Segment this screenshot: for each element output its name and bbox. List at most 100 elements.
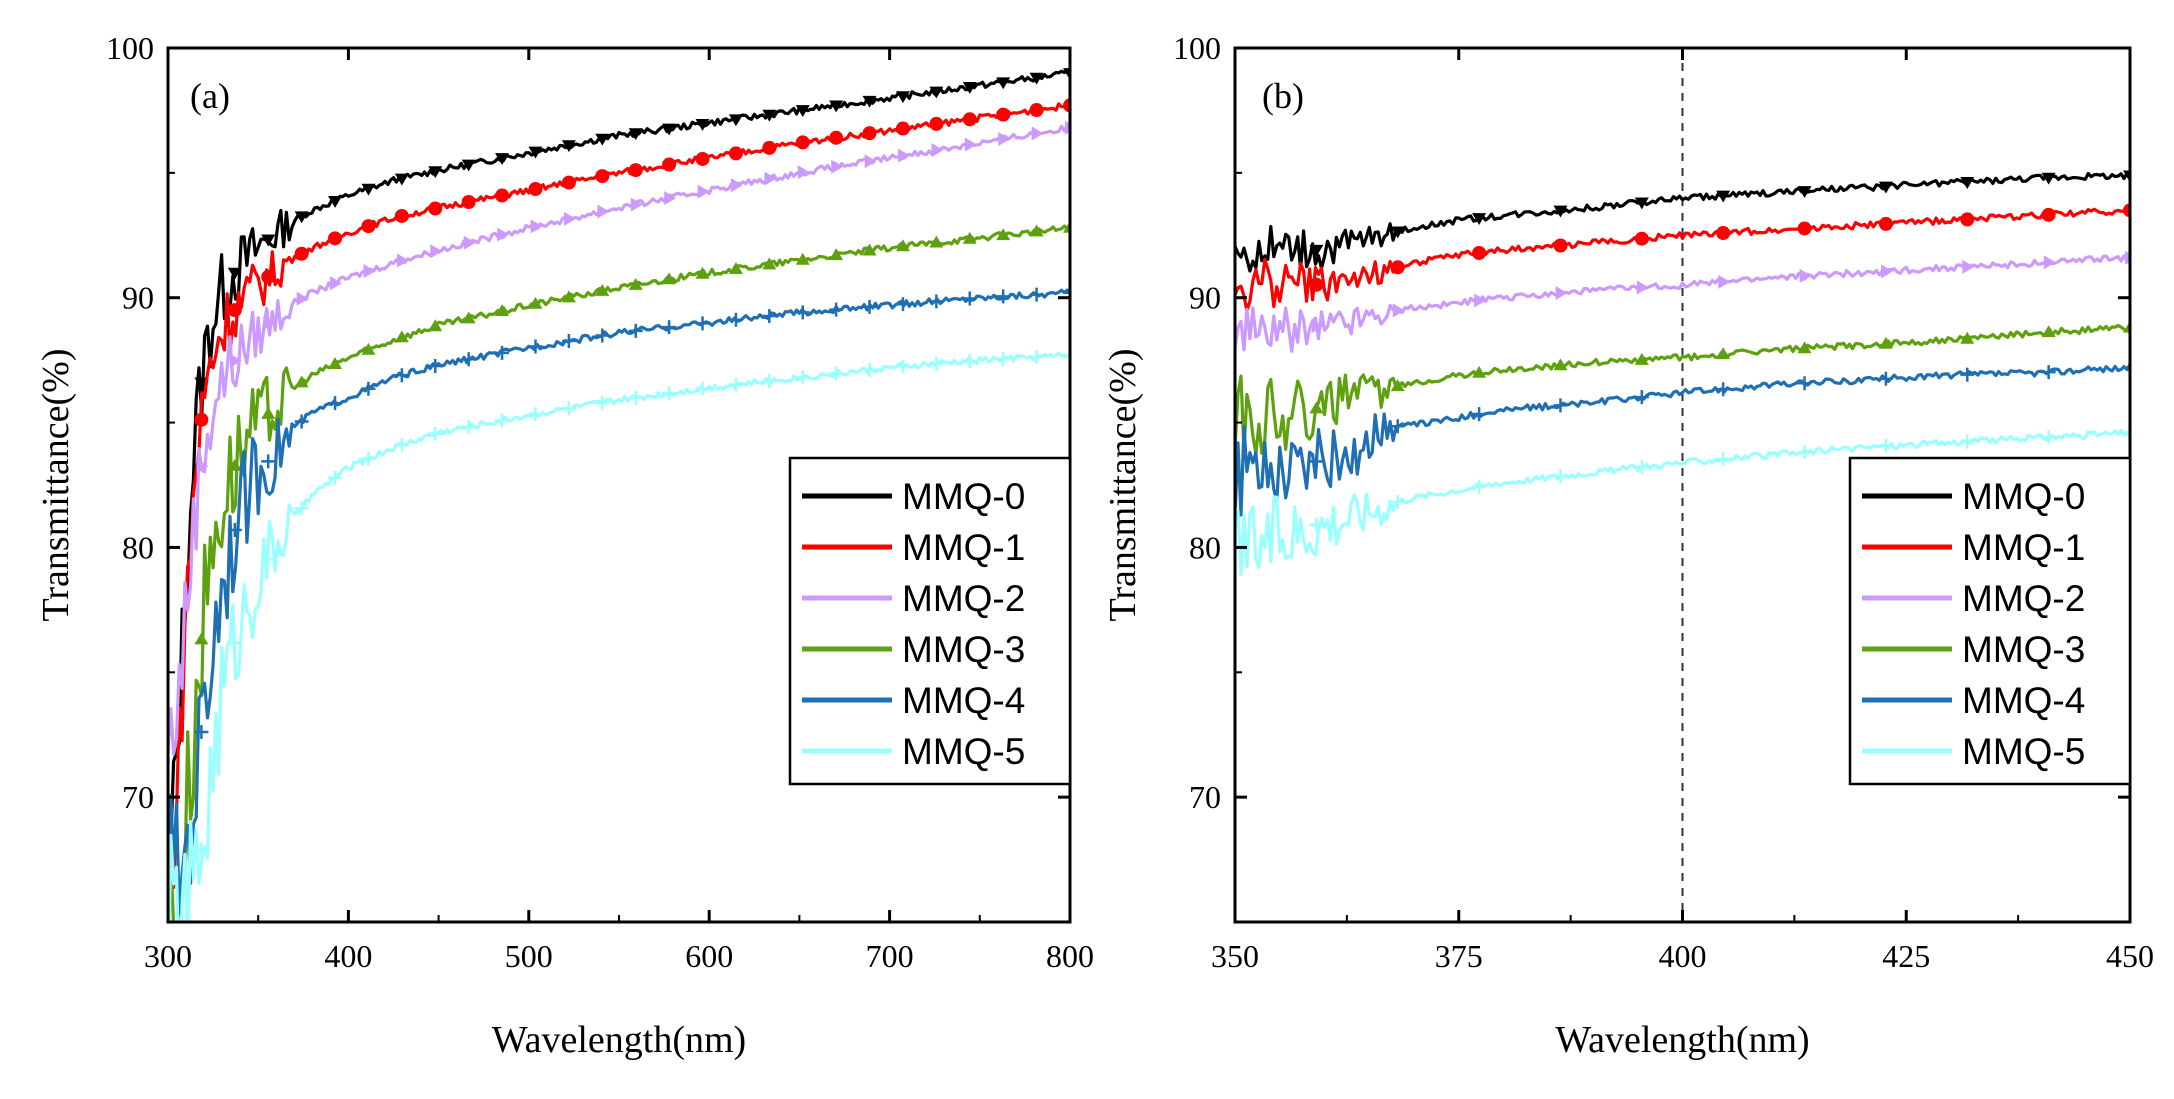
data-point-mmq-1 <box>428 201 443 216</box>
legend-label: MMQ-5 <box>1962 731 2085 772</box>
data-point-mmq-4 <box>1716 382 1731 397</box>
data-point-mmq-1 <box>461 194 476 209</box>
data-point-mmq-1 <box>595 169 610 184</box>
data-point-mmq-5 <box>528 406 543 421</box>
data-point-mmq-2 <box>1555 285 1568 300</box>
data-point-mmq-3 <box>394 330 409 343</box>
data-point-mmq-4 <box>628 323 643 338</box>
data-point-mmq-4 <box>294 414 309 429</box>
series-line-mmq-2 <box>168 124 1070 756</box>
data-point-mmq-3 <box>762 257 777 270</box>
data-point-mmq-2 <box>196 459 209 474</box>
legend-label: MMQ-3 <box>1962 629 2085 670</box>
data-point-mmq-4 <box>1063 285 1070 300</box>
data-point-mmq-5 <box>561 401 576 416</box>
data-point-mmq-4 <box>862 299 877 314</box>
data-point-mmq-5 <box>1553 469 1568 484</box>
data-point-mmq-2 <box>797 165 810 180</box>
chart-panel-a: 300 400 500 600 700 800 70 80 90 100 Wavelength(nm… <box>35 30 1094 1061</box>
data-point-mmq-2 <box>697 184 710 199</box>
data-point-mmq-4 <box>595 328 610 343</box>
x-axis-title: Wavelength(nm) <box>492 1019 746 1061</box>
data-point-mmq-3 <box>2041 325 2056 338</box>
series-markers-mmq-0 <box>194 68 1070 390</box>
x-tick-label: 375 <box>1435 938 1483 974</box>
data-point-mmq-1 <box>227 303 242 318</box>
data-point-mmq-3 <box>261 406 276 419</box>
data-point-mmq-2 <box>998 132 1011 147</box>
data-point-mmq-2 <box>1474 293 1487 308</box>
data-point-mmq-1 <box>1309 277 1324 292</box>
data-point-mmq-2 <box>1881 264 1893 279</box>
data-point-mmq-4 <box>394 368 409 383</box>
data-point-mmq-2 <box>898 148 910 163</box>
data-point-mmq-3 <box>227 458 242 471</box>
legend-item: MMQ-5 <box>802 731 1025 772</box>
data-point-mmq-2 <box>1799 268 1812 283</box>
data-point-mmq-5 <box>1878 439 1893 454</box>
data-point-mmq-4 <box>495 345 510 360</box>
data-point-mmq-0 <box>261 234 276 247</box>
data-point-mmq-0 <box>528 146 543 159</box>
data-point-mmq-5 <box>1634 460 1649 475</box>
data-point-mmq-1 <box>628 163 643 178</box>
legend-item: MMQ-0 <box>1862 476 2085 517</box>
chart-panel-b: 350 375 400 425 450 70 80 90 100 Wavelength(nm) Tr… <box>1102 30 2154 1061</box>
data-point-mmq-4 <box>2123 360 2130 375</box>
data-point-mmq-5 <box>762 373 777 388</box>
data-point-mmq-2 <box>931 143 944 158</box>
data-point-mmq-4 <box>461 352 476 367</box>
series-markers-mmq-3 <box>194 220 1070 645</box>
series-markers-mmq-2 <box>196 120 1070 474</box>
data-point-mmq-0 <box>929 86 944 99</box>
series-line-mmq-5 <box>1235 428 2130 577</box>
data-point-mmq-1 <box>1390 260 1405 275</box>
data-point-mmq-0 <box>895 91 910 104</box>
data-point-mmq-2 <box>330 276 343 291</box>
data-point-mmq-1 <box>261 269 276 284</box>
data-point-mmq-0 <box>1797 186 1812 199</box>
data-point-mmq-1 <box>194 412 209 427</box>
data-point-mmq-0 <box>461 159 476 172</box>
x-tick-label: 300 <box>144 938 192 974</box>
data-point-mmq-4 <box>962 291 977 306</box>
series-markers-mmq-3 <box>1309 320 2130 414</box>
legend-box <box>1848 456 2132 786</box>
data-point-mmq-5 <box>728 377 743 392</box>
data-point-mmq-1 <box>996 107 1011 122</box>
data-point-mmq-5 <box>1063 348 1070 363</box>
series-markers-mmq-5 <box>1309 425 2130 532</box>
data-point-mmq-2 <box>229 353 242 368</box>
data-point-mmq-5 <box>428 426 443 441</box>
data-point-mmq-5 <box>227 636 242 651</box>
series-line-mmq-5 <box>168 351 1070 922</box>
x-tick-label: 350 <box>1211 938 1259 974</box>
data-point-mmq-0 <box>595 133 610 146</box>
data-point-mmq-3 <box>996 228 1011 241</box>
data-point-mmq-1 <box>328 231 343 246</box>
data-point-mmq-3 <box>862 243 877 256</box>
data-point-mmq-0 <box>695 118 710 131</box>
legend-label: MMQ-0 <box>1962 476 2085 517</box>
data-point-mmq-3 <box>695 266 710 279</box>
legend-item: MMQ-5 <box>1862 731 2085 772</box>
data-point-mmq-2 <box>597 204 610 219</box>
data-point-mmq-5 <box>628 390 643 405</box>
data-point-mmq-1 <box>1634 231 1649 246</box>
data-point-mmq-5 <box>1716 452 1731 467</box>
data-point-mmq-5 <box>2041 430 2056 445</box>
data-point-mmq-5 <box>662 386 677 401</box>
data-point-mmq-1 <box>2123 203 2130 218</box>
y-tick-label: 90 <box>1189 280 1221 316</box>
data-point-mmq-5 <box>1797 445 1812 460</box>
data-point-mmq-2 <box>964 137 977 152</box>
data-point-mmq-1 <box>394 208 409 223</box>
data-point-mmq-5 <box>829 366 844 381</box>
data-point-mmq-2 <box>530 219 543 234</box>
data-point-mmq-1 <box>528 182 543 197</box>
data-point-mmq-3 <box>194 632 209 645</box>
data-point-mmq-0 <box>1063 68 1070 80</box>
data-point-mmq-5 <box>194 842 209 857</box>
data-point-mmq-0 <box>1878 181 1893 194</box>
data-point-mmq-4 <box>328 396 343 411</box>
